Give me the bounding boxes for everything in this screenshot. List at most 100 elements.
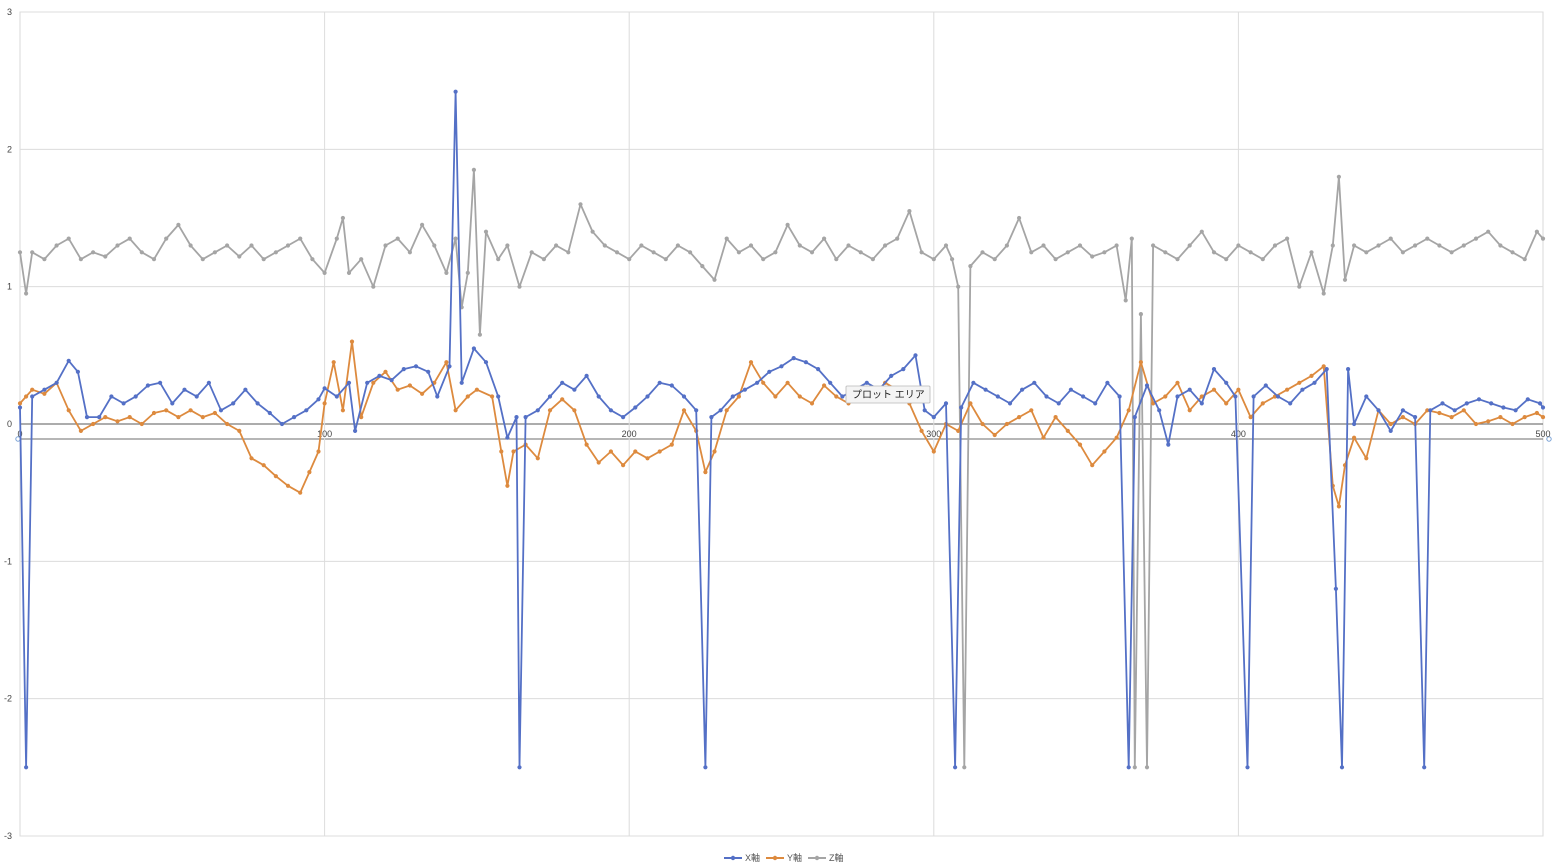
data-point[interactable] <box>1498 415 1503 420</box>
data-point[interactable] <box>432 243 437 248</box>
data-point[interactable] <box>535 456 540 461</box>
data-point[interactable] <box>645 456 650 461</box>
data-point[interactable] <box>651 250 656 255</box>
data-point[interactable] <box>231 401 236 406</box>
data-point[interactable] <box>840 394 845 399</box>
data-point[interactable] <box>956 284 961 289</box>
data-point[interactable] <box>1489 401 1494 406</box>
data-point[interactable] <box>1400 408 1405 413</box>
data-point[interactable] <box>176 222 181 227</box>
data-point[interactable] <box>730 394 735 399</box>
data-point[interactable] <box>1476 397 1482 402</box>
data-point[interactable] <box>657 380 662 385</box>
data-point[interactable] <box>901 367 906 372</box>
data-point[interactable] <box>596 394 601 399</box>
data-point[interactable] <box>1297 380 1302 385</box>
data-point[interactable] <box>959 405 964 410</box>
data-point[interactable] <box>1272 243 1278 248</box>
data-point[interactable] <box>365 380 370 385</box>
data-point[interactable] <box>1044 394 1049 399</box>
data-point[interactable] <box>1473 421 1479 427</box>
data-point[interactable] <box>822 236 827 241</box>
data-point[interactable] <box>968 264 973 269</box>
data-point[interactable] <box>194 394 199 399</box>
data-point[interactable] <box>1102 250 1107 255</box>
data-point[interactable] <box>700 264 705 269</box>
data-point[interactable] <box>834 394 839 399</box>
data-point[interactable] <box>30 394 35 399</box>
data-point[interactable] <box>176 415 181 420</box>
data-point[interactable] <box>1388 236 1393 241</box>
data-point[interactable] <box>151 257 157 262</box>
data-point[interactable] <box>1029 250 1034 255</box>
data-point[interactable] <box>1263 383 1268 388</box>
data-point[interactable] <box>1333 586 1338 591</box>
data-point[interactable] <box>1233 394 1238 399</box>
data-point[interactable] <box>1004 243 1010 248</box>
data-point[interactable] <box>1522 257 1527 262</box>
data-point[interactable] <box>17 401 23 406</box>
data-point[interactable] <box>1297 284 1302 289</box>
data-point[interactable] <box>453 89 458 94</box>
data-point[interactable] <box>1510 250 1515 255</box>
data-point[interactable] <box>24 291 29 296</box>
data-point[interactable] <box>1236 243 1241 248</box>
data-point[interactable] <box>377 373 382 378</box>
data-point[interactable] <box>1309 373 1314 378</box>
data-point[interactable] <box>1339 765 1345 770</box>
data-point[interactable] <box>1041 243 1046 248</box>
data-point[interactable] <box>225 421 230 427</box>
data-point[interactable] <box>1540 415 1546 420</box>
data-point[interactable] <box>316 449 321 454</box>
data-point[interactable] <box>261 463 266 468</box>
data-point[interactable] <box>718 408 723 413</box>
data-point[interactable] <box>1425 236 1430 241</box>
data-point[interactable] <box>200 257 205 262</box>
data-point[interactable] <box>1029 408 1034 413</box>
data-point[interactable] <box>1440 401 1445 406</box>
data-point[interactable] <box>1388 421 1393 427</box>
data-point[interactable] <box>444 360 449 365</box>
data-point[interactable] <box>919 250 924 255</box>
data-point[interactable] <box>170 401 175 406</box>
data-point[interactable] <box>983 387 988 392</box>
data-point[interactable] <box>261 257 266 262</box>
data-point[interactable] <box>310 257 315 262</box>
data-point[interactable] <box>822 383 827 388</box>
legend[interactable]: X軸 Y軸 Z軸 <box>724 852 844 863</box>
data-point[interactable] <box>340 408 345 413</box>
data-point[interactable] <box>17 250 23 255</box>
data-point[interactable] <box>1352 421 1357 427</box>
data-point[interactable] <box>1376 408 1381 413</box>
data-point[interactable] <box>1081 394 1086 399</box>
data-point[interactable] <box>1126 408 1131 413</box>
data-point[interactable] <box>1525 397 1530 402</box>
data-point[interactable] <box>724 408 729 413</box>
data-point[interactable] <box>541 257 547 262</box>
data-point[interactable] <box>785 380 790 385</box>
data-point[interactable] <box>1364 250 1369 255</box>
data-point[interactable] <box>883 243 888 248</box>
data-point[interactable] <box>78 428 83 433</box>
data-point[interactable] <box>1498 243 1503 248</box>
series-group[interactable] <box>17 89 1546 770</box>
data-point[interactable] <box>703 470 708 475</box>
data-point[interactable] <box>980 421 985 427</box>
data-point[interactable] <box>1199 401 1204 406</box>
data-point[interactable] <box>420 391 425 396</box>
data-point[interactable] <box>505 435 510 440</box>
data-point[interactable] <box>1151 401 1156 406</box>
data-point[interactable] <box>164 408 169 413</box>
data-point[interactable] <box>42 387 47 392</box>
data-point[interactable] <box>809 250 815 255</box>
data-point[interactable] <box>1224 401 1229 406</box>
data-point[interactable] <box>1413 243 1418 248</box>
data-point[interactable] <box>218 408 224 413</box>
data-point[interactable] <box>407 250 412 255</box>
data-point[interactable] <box>255 401 260 406</box>
data-point[interactable] <box>1288 401 1293 406</box>
data-point[interactable] <box>1486 229 1491 234</box>
data-point[interactable] <box>477 332 482 337</box>
data-point[interactable] <box>395 236 400 241</box>
data-point[interactable] <box>1388 428 1393 433</box>
